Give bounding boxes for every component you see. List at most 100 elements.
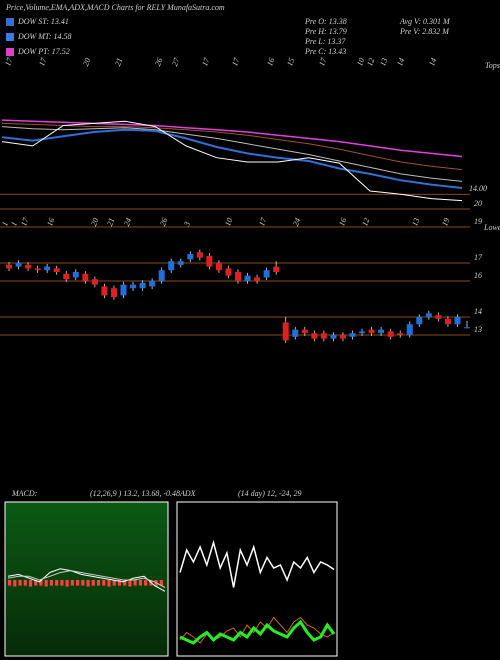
histogram-bar xyxy=(28,580,33,587)
x-tick-label: 1 xyxy=(0,220,10,227)
stat-label: Pre V: 2.832 M xyxy=(399,27,450,36)
histogram-bar xyxy=(133,580,137,586)
candle-body xyxy=(6,264,12,269)
candle-body xyxy=(110,288,117,298)
y-tick-label: 16 xyxy=(474,271,482,280)
histogram-bar xyxy=(123,580,127,586)
macd-params: (12,26,9 ) 13.2, 13.68, -0.48 xyxy=(90,489,180,498)
candle-body xyxy=(34,268,41,271)
x-tick-label: 16 xyxy=(337,217,348,228)
histogram-bar xyxy=(86,580,90,587)
x-tick-label: 26 xyxy=(158,217,169,228)
candle-body xyxy=(196,252,203,258)
x-tick-label: 26 xyxy=(153,57,164,68)
histogram-bar xyxy=(107,580,111,587)
y-tick-label: 17 xyxy=(474,253,483,262)
candle-body xyxy=(187,254,194,260)
legend-swatch xyxy=(6,18,14,26)
candle-body xyxy=(320,333,327,339)
candle-body xyxy=(244,275,251,281)
candle-body xyxy=(406,324,413,335)
x-tick-label: 12 xyxy=(360,217,371,228)
candle-body xyxy=(44,266,51,271)
candle-body xyxy=(425,313,432,317)
series-line xyxy=(1,128,463,189)
histogram-bar xyxy=(34,580,38,586)
candle-body xyxy=(454,317,461,325)
candle-body xyxy=(416,317,423,325)
histogram-bar xyxy=(18,580,22,586)
macd-panel xyxy=(4,501,169,657)
x-tick-label: 17 xyxy=(230,56,242,68)
y-tick-label: 13 xyxy=(474,325,482,334)
stat-label: Pre O: 13.38 xyxy=(304,17,347,26)
histogram-bar xyxy=(60,580,64,586)
candle-body xyxy=(177,261,184,265)
candle-body xyxy=(139,282,146,289)
x-tick-label: 17 xyxy=(200,56,212,68)
adx-params: (14 day) 12, -24, 29 xyxy=(238,489,302,498)
histogram-bar xyxy=(39,580,43,586)
candle-body xyxy=(301,329,308,334)
candle-body xyxy=(225,268,232,276)
x-tick-label: 21 xyxy=(113,57,124,68)
histogram-bar xyxy=(91,580,95,586)
candle-body xyxy=(282,322,289,341)
tops-label: Tops xyxy=(485,61,500,70)
histogram-bar xyxy=(55,580,59,586)
x-tick-label: 14 xyxy=(395,57,406,68)
candle-body xyxy=(435,315,442,319)
x-tick-label: 27 xyxy=(170,56,182,68)
stat-label: Pre L: 13.37 xyxy=(304,37,346,46)
adx-label: ADX xyxy=(179,489,197,498)
candle-body xyxy=(387,331,394,337)
x-tick-label: 17 xyxy=(317,56,329,68)
histogram-bar xyxy=(138,580,142,586)
x-tick-label: 15 xyxy=(285,57,296,68)
y-tick-label: 14.00 xyxy=(469,184,487,193)
candle-body xyxy=(82,273,89,281)
histogram-bar xyxy=(8,580,12,586)
x-tick-label: 17 xyxy=(37,56,49,68)
y-tick-label: 19 xyxy=(474,217,482,226)
legend-swatch xyxy=(6,48,14,56)
x-tick-label: 24 xyxy=(122,217,133,228)
x-tick-label: 16 xyxy=(45,217,56,228)
histogram-bar xyxy=(23,580,27,586)
candle-body xyxy=(378,329,385,334)
histogram-bar xyxy=(49,580,54,586)
histogram-bar xyxy=(159,580,163,586)
candle-body xyxy=(130,284,137,289)
candle-body xyxy=(72,272,79,278)
x-tick-label: 14 xyxy=(427,57,438,68)
histogram-bar xyxy=(13,580,17,587)
histogram-bar xyxy=(144,580,148,586)
stat-label: Pre H: 13.79 xyxy=(304,27,347,36)
series-line xyxy=(179,539,335,588)
candle-body xyxy=(368,329,375,334)
legend-label: DOW ST: 13.41 xyxy=(17,17,69,26)
x-tick-label: 17 xyxy=(19,216,31,228)
series-line xyxy=(1,126,463,182)
candle-body xyxy=(149,281,156,287)
candle-body xyxy=(273,266,280,272)
candle-body xyxy=(359,331,366,334)
candle-body xyxy=(101,286,108,296)
x-tick-label: 16 xyxy=(265,57,276,68)
series-line xyxy=(1,120,463,202)
stat-label: Avg V: 0.301 M xyxy=(399,17,451,26)
x-tick-label: 12 xyxy=(365,57,376,68)
y-tick-label: 14 xyxy=(474,307,482,316)
candle-body xyxy=(397,333,404,335)
x-tick-label: 17 xyxy=(3,56,15,68)
x-tick-label: 10 xyxy=(223,217,234,228)
candle-body xyxy=(292,329,299,337)
x-tick-label: 3 xyxy=(182,220,192,228)
histogram-bar xyxy=(96,580,101,586)
candle-body xyxy=(91,279,98,285)
histogram-bar xyxy=(44,580,48,587)
x-tick-label: 21 xyxy=(105,217,116,228)
candle-body xyxy=(263,270,270,278)
